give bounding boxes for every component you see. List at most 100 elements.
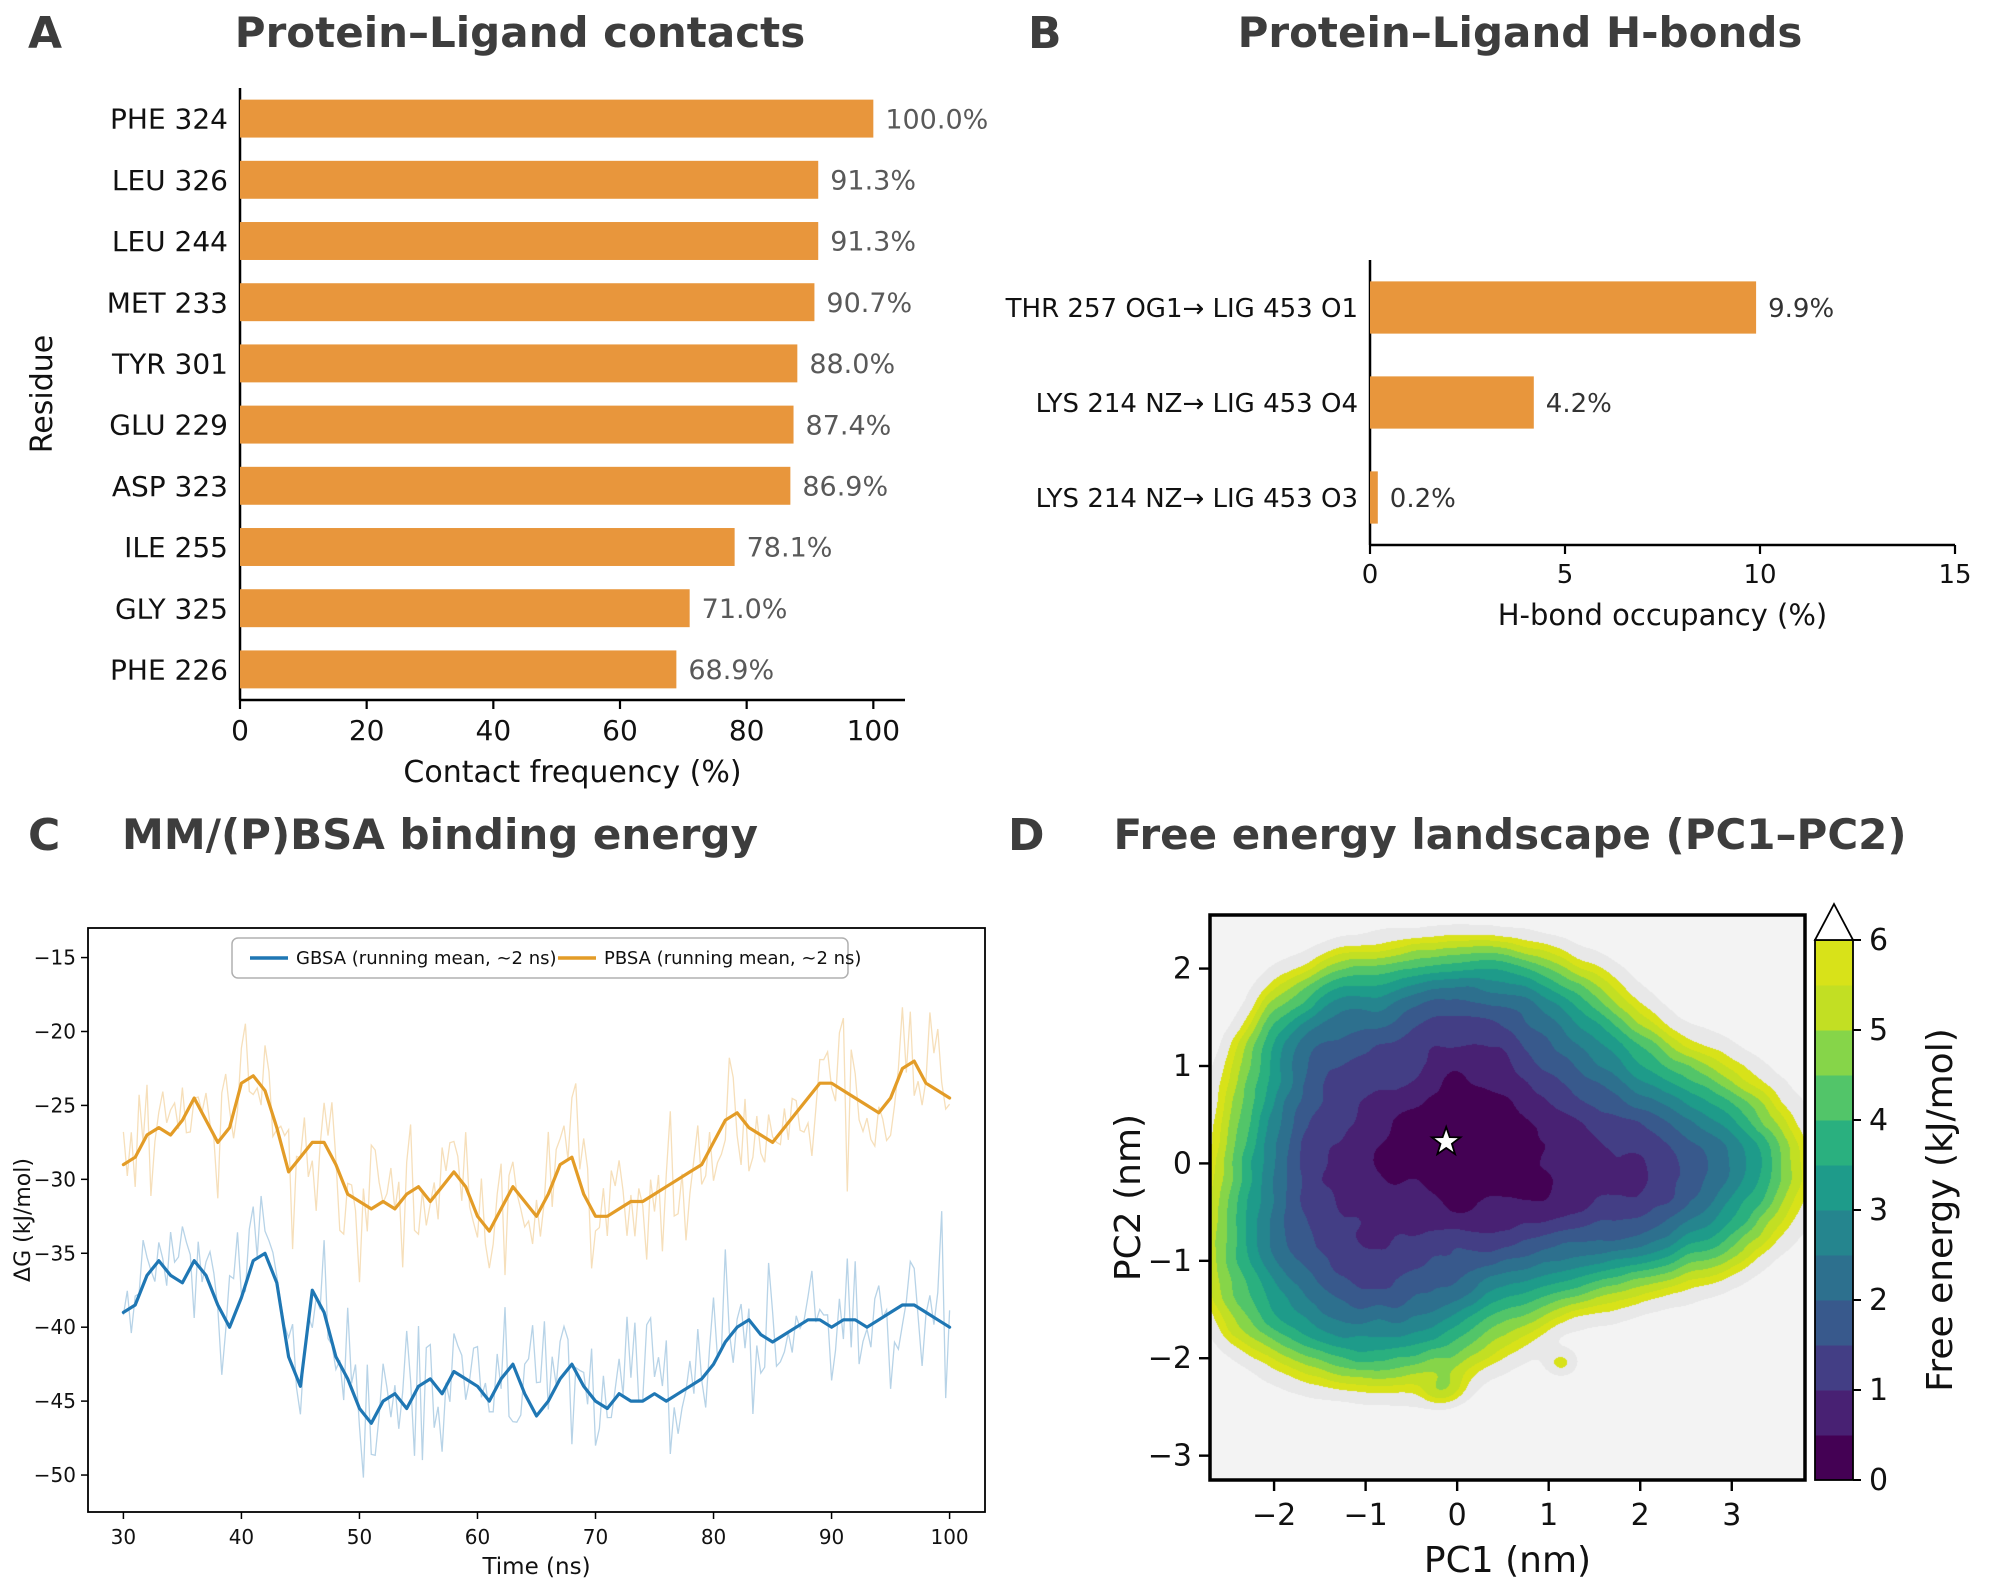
colorbar-tick-label: 3	[1869, 1193, 1888, 1228]
x-axis-label: PC1 (nm)	[1424, 1540, 1591, 1581]
bar	[240, 589, 690, 628]
bar	[1370, 376, 1534, 429]
energy-line-chart: 30 40 50 60 70 80 90 100 −50 −45 −40 −35 −30 −25 −20 −1…	[11, 927, 986, 1580]
x-tick-label: 90	[819, 1525, 844, 1549]
plot-frame	[87, 927, 986, 1513]
category-label: LYS 214 NZ→ LIG 453 O3	[1036, 484, 1358, 514]
category-label: LEU 244	[112, 225, 228, 258]
colorbar-band	[1815, 1120, 1853, 1166]
y-tick-label: −1	[1148, 1244, 1192, 1279]
panel-letter-d: D	[1008, 810, 1045, 861]
colorbar-band	[1815, 985, 1853, 1031]
bar	[240, 160, 819, 199]
colorbar-tick-label: 0	[1869, 1463, 1888, 1498]
category-label: ASP 323	[112, 470, 228, 503]
x-tick-label: 5	[1557, 560, 1574, 590]
bar	[1370, 471, 1378, 524]
y-tick-label: −20	[34, 1019, 76, 1043]
category-label: PHE 324	[110, 103, 228, 136]
category-label: TYR 301	[111, 347, 228, 380]
raw-trace	[122, 1007, 951, 1283]
x-tick-label: 80	[729, 714, 765, 747]
legend-label-pbsa: PBSA (running mean, ~2 ns)	[604, 948, 861, 969]
x-tick-label: 0	[1362, 560, 1379, 590]
running-mean-trace	[121, 1251, 952, 1425]
colorbar-band	[1815, 1255, 1853, 1301]
value-label: 100.0%	[885, 104, 988, 135]
x-tick-label: 30	[111, 1525, 136, 1549]
category-label: GLU 229	[109, 409, 228, 442]
minimum-star-marker	[1429, 1124, 1463, 1157]
y-axis-label: PC2 (nm)	[1108, 1114, 1149, 1281]
bar	[1370, 281, 1757, 334]
panel-contacts: A Protein–Ligand contacts 0 20 40 60 80 100 PH…	[0, 0, 1000, 800]
category-label: MET 233	[107, 286, 228, 319]
category-label: LYS 214 NZ→ LIG 453 O4	[1036, 389, 1358, 419]
x-tick-label: 0	[231, 714, 249, 747]
bar	[240, 222, 819, 260]
x-tick-label: 50	[347, 1525, 372, 1549]
value-label: 86.9%	[802, 472, 888, 503]
value-label: 87.4%	[806, 410, 892, 441]
x-tick-label: 15	[1938, 560, 1971, 590]
category-label: THR 257 OG1→ LIG 453 O1	[1005, 294, 1358, 324]
value-label: 91.3%	[830, 227, 916, 258]
x-tick-label: 60	[465, 1525, 490, 1549]
panel-letter-b: B	[1028, 8, 1062, 59]
category-label: ILE 255	[124, 531, 228, 564]
panel-hbonds: B Protein–Ligand H-bonds 0 5 10 15 THR 257 O…	[1000, 0, 2000, 800]
bar	[240, 99, 874, 138]
value-label: 78.1%	[747, 533, 833, 564]
panel-title-contacts: Protein–Ligand contacts	[234, 8, 806, 57]
y-tick-label: 1	[1173, 1049, 1192, 1084]
panel-binding-energy: C MM/(P)BSA binding energy 30 40 50 60 70 80 9…	[0, 800, 1000, 1592]
value-label: 4.2%	[1546, 389, 1612, 419]
x-tick-label: 2	[1631, 1498, 1650, 1533]
colorbar-label: Free energy (kJ/mol)	[1920, 1028, 1961, 1392]
legend-label-gbsa: GBSA (running mean, ~2 ns)	[296, 948, 557, 969]
panel-free-energy-landscape: D Free energy landscape (PC1–PC2) −2 −1 0 1…	[1000, 800, 2000, 1592]
legend-box	[231, 937, 849, 979]
x-tick-label: 100	[847, 714, 900, 747]
hbonds-bar-chart: 0 5 10 15 THR 257 OG1→ LIG 453 O1 9.9% LYS 214…	[1005, 260, 1972, 632]
colorbar-tick-label: 6	[1869, 923, 1888, 958]
raw-trace	[122, 1195, 951, 1478]
y-axis-label: ΔG (kJ/mol)	[11, 1158, 36, 1282]
y-tick-label: 0	[1173, 1146, 1192, 1181]
colorbar-band	[1815, 1300, 1853, 1346]
fes-contour-canvas	[1210, 915, 1805, 1480]
category-label: GLY 325	[115, 592, 228, 625]
x-tick-label: 40	[229, 1525, 254, 1549]
contacts-bar-chart: 0 20 40 60 80 100 PHE 324 100.0% LEU 326 91.3% LEU…	[25, 88, 988, 790]
x-tick-label: 3	[1722, 1498, 1741, 1533]
value-label: 90.7%	[826, 288, 912, 319]
y-tick-label: −3	[1148, 1439, 1192, 1474]
fes-axes: −2 −1 0 1 2 3 −3 −2 −1 0 1 2 PC1 (nm) PC2 (nm) 0 1 2 3 4 5 6…	[1108, 902, 1961, 1581]
value-label: 9.9%	[1768, 294, 1834, 324]
y-tick-label: −25	[34, 1093, 76, 1117]
bar	[240, 650, 677, 689]
x-tick-label: 20	[349, 714, 385, 747]
y-tick-label: −30	[34, 1167, 76, 1191]
category-label: LEU 326	[112, 164, 228, 197]
colorbar-band	[1815, 1030, 1853, 1076]
x-axis-label: Contact frequency (%)	[403, 755, 741, 790]
x-axis-label: Time (ns)	[481, 1554, 590, 1580]
x-tick-label: 40	[476, 714, 512, 747]
panel-title-landscape: Free energy landscape (PC1–PC2)	[1113, 810, 1907, 859]
value-label: 68.9%	[688, 655, 774, 686]
x-tick-label: 100	[930, 1525, 968, 1549]
y-tick-label: 2	[1173, 952, 1192, 987]
x-tick-label: 1	[1539, 1498, 1558, 1533]
colorbar-band	[1815, 1390, 1853, 1436]
plot-frame	[1208, 913, 1807, 1482]
x-tick-label: 60	[602, 714, 638, 747]
colorbar: 0 1 2 3 4 5 6 Free energy (kJ/mol)	[1813, 902, 1961, 1498]
x-tick-label: −2	[1252, 1498, 1296, 1533]
y-axis-label: Residue	[25, 335, 60, 453]
colorbar-extend-arrow	[1813, 902, 1855, 941]
bar	[240, 344, 798, 383]
y-tick-label: −50	[34, 1463, 76, 1487]
value-label: 91.3%	[830, 166, 916, 197]
